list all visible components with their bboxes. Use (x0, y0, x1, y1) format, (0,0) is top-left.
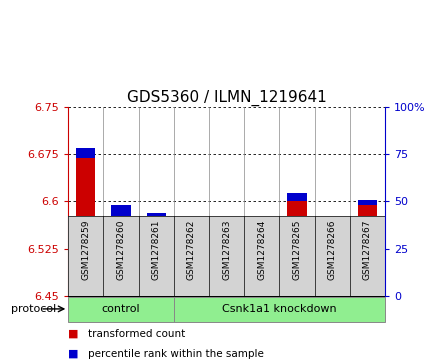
Bar (323, 252, 342, 296)
Text: GSM1278262: GSM1278262 (187, 220, 196, 280)
Text: ■: ■ (68, 329, 79, 339)
Bar (147, 213, 166, 296)
Text: Csnk1a1 knockdown: Csnk1a1 knockdown (222, 304, 337, 314)
Text: GSM1278261: GSM1278261 (152, 220, 161, 281)
Text: GSM1278267: GSM1278267 (363, 220, 372, 281)
Bar (252, 263, 271, 281)
Bar (182, 287, 201, 296)
Bar (217, 259, 236, 296)
Bar (287, 193, 307, 201)
FancyBboxPatch shape (68, 297, 174, 322)
Bar (111, 205, 131, 296)
Text: GSM1278266: GSM1278266 (328, 220, 337, 281)
Text: GSM1278265: GSM1278265 (293, 220, 301, 281)
Text: control: control (102, 304, 140, 314)
Bar (358, 200, 377, 296)
Text: protocol: protocol (11, 305, 56, 314)
Bar (76, 148, 95, 296)
Bar (111, 205, 131, 217)
Bar (358, 200, 377, 205)
Bar (147, 213, 166, 233)
Text: GSM1278259: GSM1278259 (81, 220, 90, 281)
Text: percentile rank within the sample: percentile rank within the sample (88, 349, 264, 359)
Bar (76, 148, 95, 158)
Text: GSM1278264: GSM1278264 (257, 220, 266, 280)
Text: GSM1278263: GSM1278263 (222, 220, 231, 281)
Text: ■: ■ (68, 349, 79, 359)
Bar (323, 252, 342, 264)
Text: GSM1278260: GSM1278260 (117, 220, 125, 281)
FancyBboxPatch shape (174, 297, 385, 322)
Bar (287, 193, 307, 296)
Bar (252, 263, 271, 296)
Text: transformed count: transformed count (88, 329, 185, 339)
Bar (182, 287, 201, 292)
Bar (217, 259, 236, 275)
Title: GDS5360 / ILMN_1219641: GDS5360 / ILMN_1219641 (127, 90, 326, 106)
